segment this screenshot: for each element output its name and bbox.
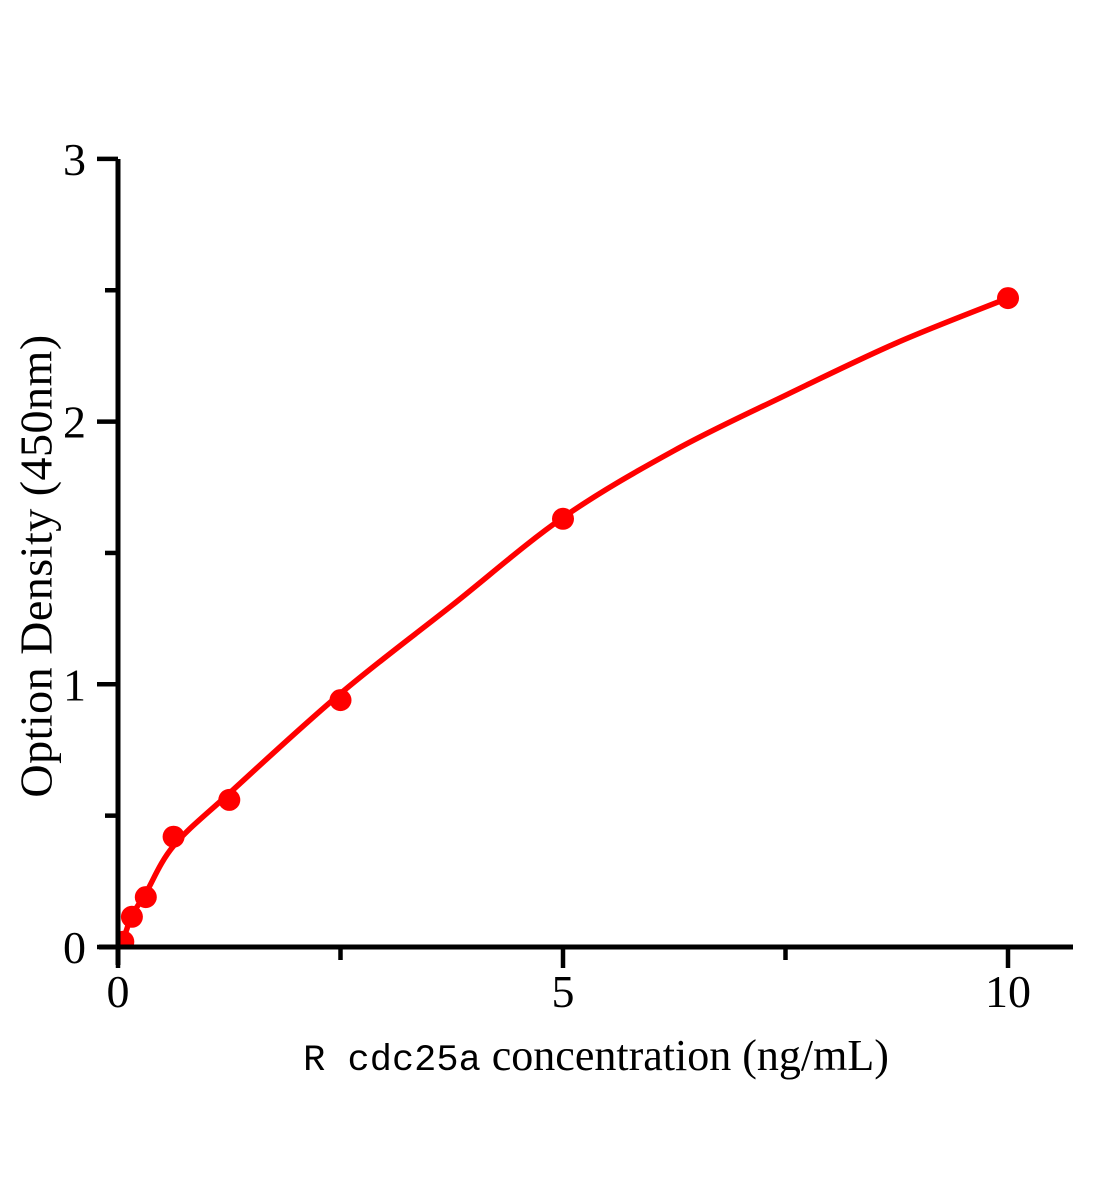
x-tick-label: 5: [552, 966, 575, 1017]
y-tick-label: 1: [63, 659, 86, 710]
data-layer: [118, 287, 1019, 949]
y-tick-label: 0: [63, 922, 86, 973]
y-axis-title: Option Density (450nm): [10, 334, 62, 798]
fit-curve: [118, 295, 1010, 949]
y-tick-label: 3: [63, 134, 86, 185]
data-point: [218, 788, 241, 811]
x-tick-label: 10: [985, 966, 1031, 1017]
x-axis-title-sample-name: R cdc25a: [303, 1040, 481, 1082]
x-tick-label: 0: [107, 966, 130, 1017]
x-axis-title: R cdc25a concentration (ng/mL): [303, 1030, 889, 1082]
x-axis-title-units: concentration (ng/mL): [491, 1031, 889, 1080]
y-tick-label: 2: [63, 397, 86, 448]
